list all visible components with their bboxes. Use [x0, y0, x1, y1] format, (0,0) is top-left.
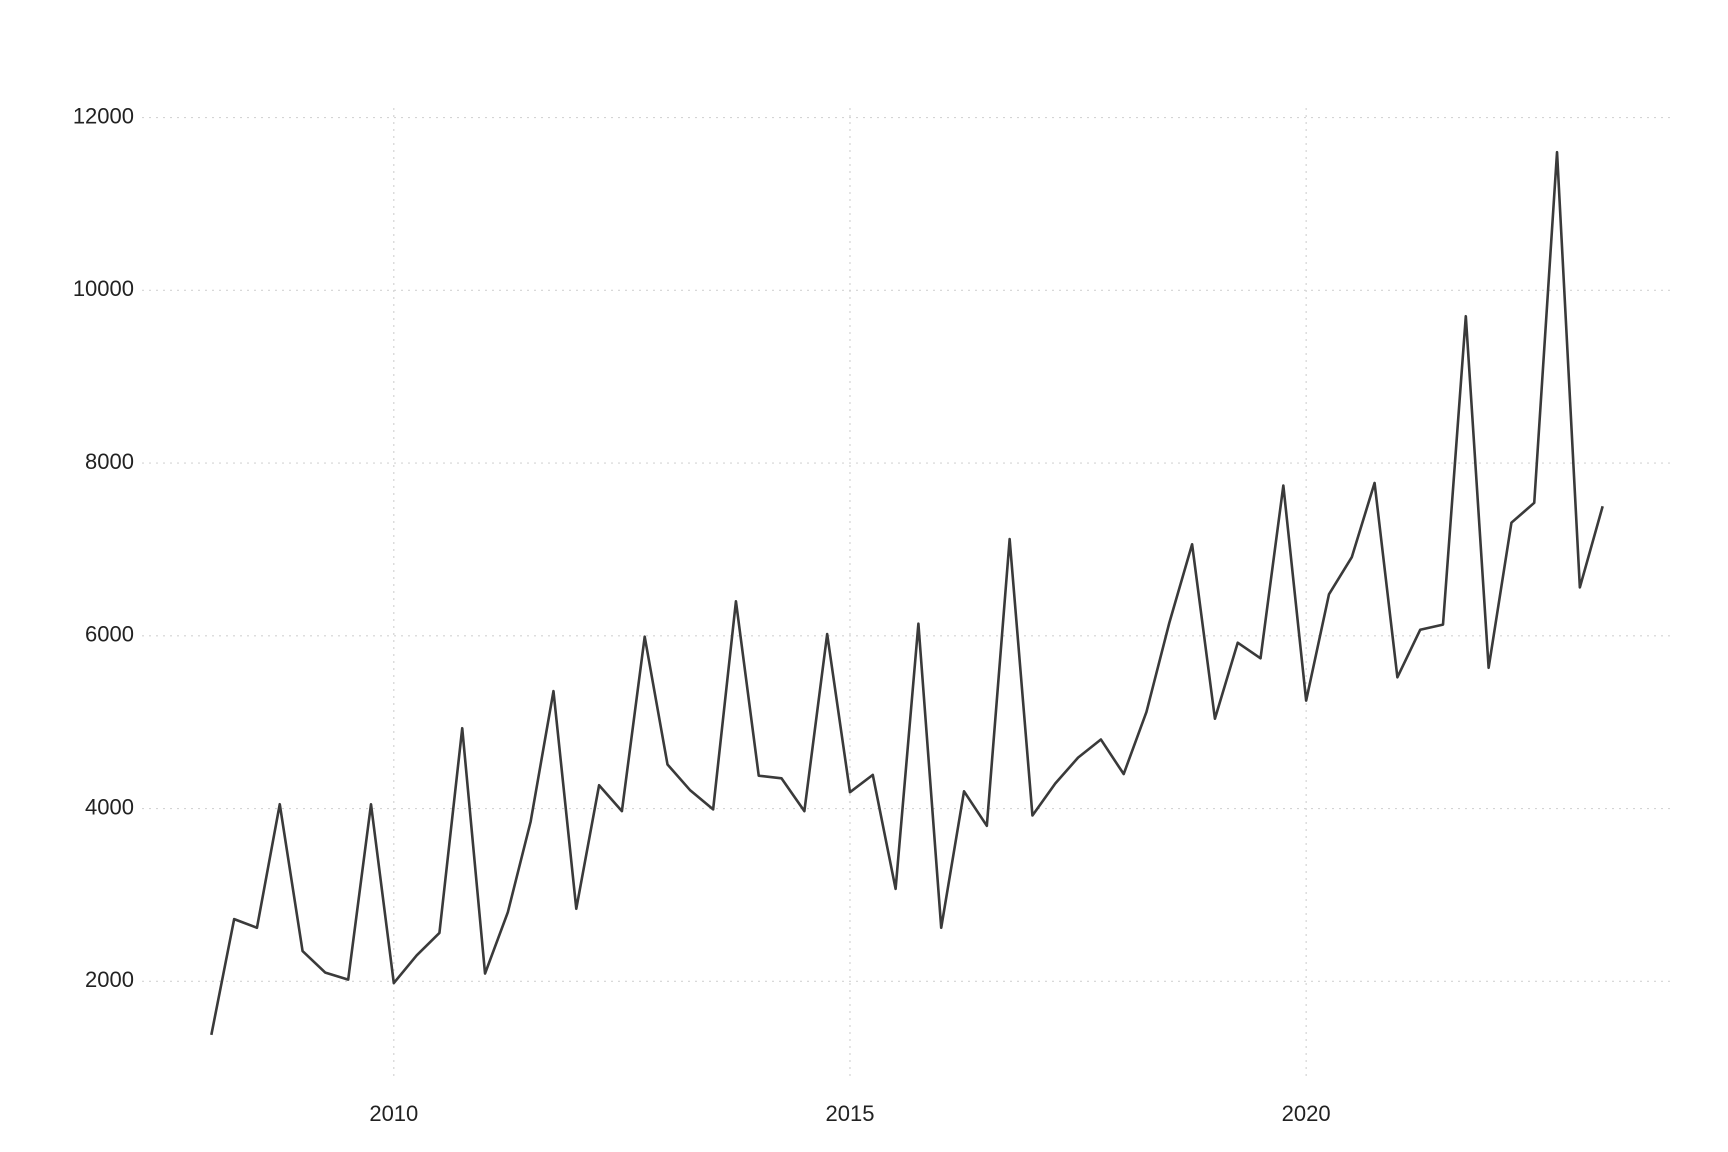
y-tick-label: 12000: [73, 103, 134, 128]
y-tick-label: 2000: [85, 967, 134, 992]
x-tick-label: 2020: [1282, 1101, 1331, 1126]
x-tick-label: 2010: [369, 1101, 418, 1126]
series-line: [210, 150, 1604, 1036]
y-tick-label: 4000: [85, 794, 134, 819]
y-tick-label: 8000: [85, 449, 134, 474]
y-tick-label: 6000: [85, 622, 134, 647]
x-tick-label: 2015: [826, 1101, 875, 1126]
y-tick-label: 10000: [73, 276, 134, 301]
